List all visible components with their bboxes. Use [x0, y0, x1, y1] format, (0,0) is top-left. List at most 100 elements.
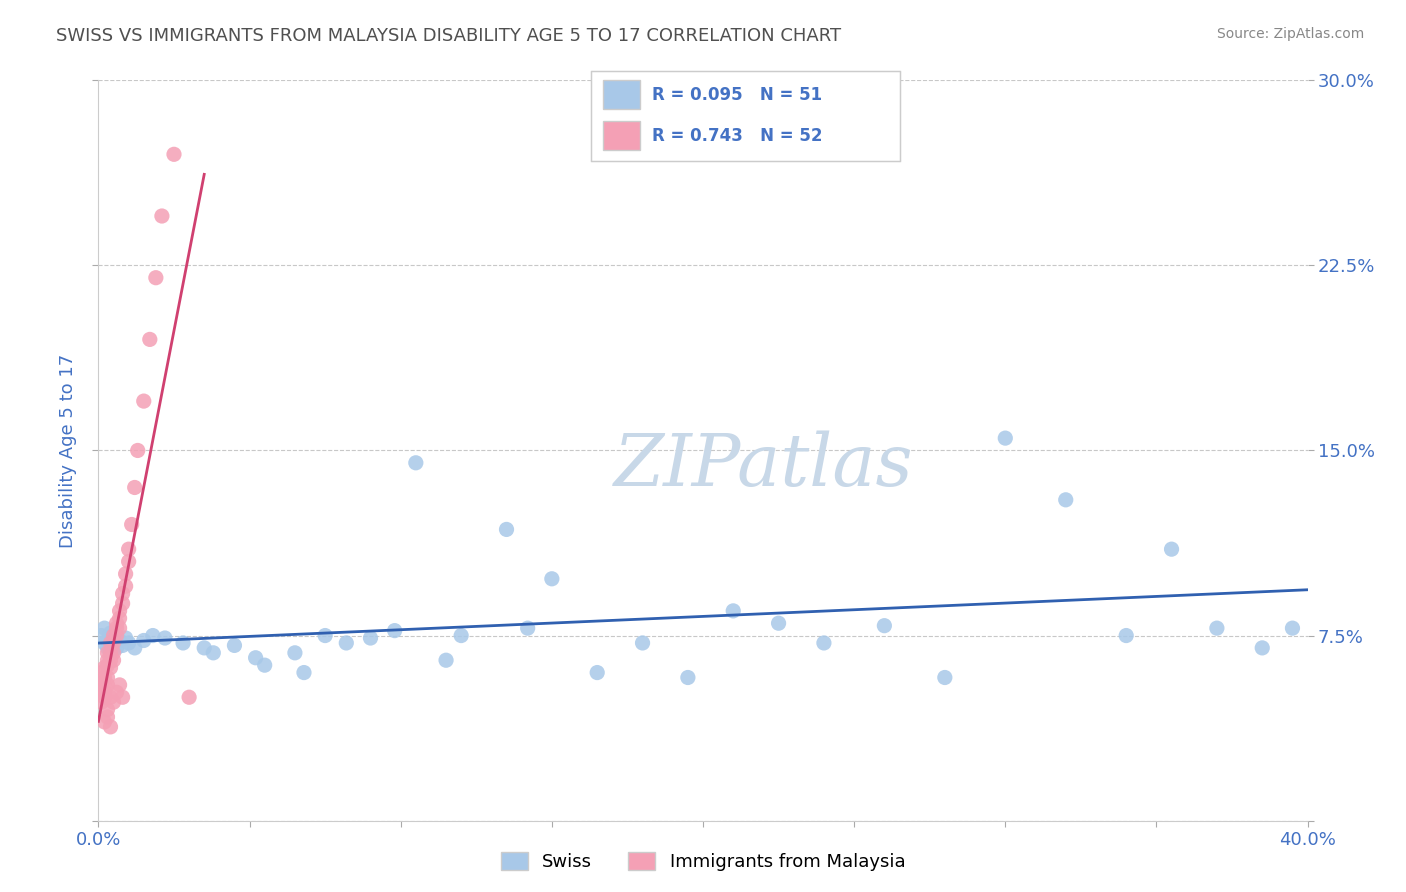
Point	[100, 636, 122, 650]
Point	[245, 650, 267, 665]
Point	[103, 636, 125, 650]
Point	[179, 690, 201, 705]
Point	[105, 628, 128, 642]
Point	[145, 270, 167, 285]
Point	[105, 621, 128, 635]
Point	[100, 653, 122, 667]
Point	[100, 720, 122, 734]
Point	[127, 443, 149, 458]
Point	[450, 628, 472, 642]
Point	[108, 633, 131, 648]
Point	[108, 611, 131, 625]
Point	[105, 640, 128, 655]
Point	[114, 579, 136, 593]
Point	[96, 678, 118, 692]
Point	[111, 639, 134, 653]
Point	[114, 631, 136, 645]
Point	[153, 631, 176, 645]
Point	[105, 685, 128, 699]
Point	[96, 703, 118, 717]
Text: Source: ZipAtlas.com: Source: ZipAtlas.com	[1216, 27, 1364, 41]
Point	[163, 147, 186, 161]
Point	[118, 555, 141, 569]
Point	[631, 636, 654, 650]
Point	[93, 636, 115, 650]
Point	[132, 633, 155, 648]
Point	[1206, 621, 1229, 635]
Point	[150, 209, 173, 223]
Point	[90, 678, 112, 692]
Point	[118, 542, 141, 557]
Point	[96, 640, 118, 655]
Point	[90, 628, 112, 642]
Point	[96, 633, 118, 648]
Point	[193, 640, 215, 655]
Point	[93, 714, 115, 729]
Point	[768, 616, 790, 631]
Point	[813, 636, 835, 650]
Point	[292, 665, 315, 680]
Point	[103, 695, 125, 709]
Point	[118, 636, 141, 650]
Point	[103, 628, 125, 642]
FancyBboxPatch shape	[603, 121, 640, 150]
Point	[434, 653, 457, 667]
Point	[90, 665, 112, 680]
Point	[93, 621, 115, 635]
Point	[495, 523, 517, 537]
Point	[90, 685, 112, 699]
Point	[114, 566, 136, 581]
Text: SWISS VS IMMIGRANTS FROM MALAYSIA DISABILITY AGE 5 TO 17 CORRELATION CHART: SWISS VS IMMIGRANTS FROM MALAYSIA DISABI…	[56, 27, 841, 45]
Point	[1251, 640, 1274, 655]
Point	[93, 660, 115, 674]
Point	[108, 678, 131, 692]
Point	[103, 636, 125, 650]
Point	[284, 646, 307, 660]
FancyBboxPatch shape	[603, 80, 640, 109]
Y-axis label: Disability Age 5 to 17: Disability Age 5 to 17	[59, 353, 77, 548]
Point	[253, 658, 276, 673]
Point	[139, 332, 162, 346]
Point	[96, 710, 118, 724]
Point	[103, 653, 125, 667]
Point	[360, 631, 382, 645]
Point	[124, 480, 146, 494]
Point	[93, 685, 115, 699]
Point	[1115, 628, 1137, 642]
Point	[103, 646, 125, 660]
Point	[105, 616, 128, 631]
Legend: Swiss, Immigrants from Malaysia: Swiss, Immigrants from Malaysia	[494, 845, 912, 879]
Point	[103, 628, 125, 642]
Point	[111, 586, 134, 600]
Point	[516, 621, 538, 635]
Point	[96, 653, 118, 667]
Text: ZIPatlas: ZIPatlas	[613, 430, 914, 500]
Point	[676, 671, 699, 685]
Text: R = 0.743   N = 52: R = 0.743 N = 52	[652, 127, 823, 145]
Point	[873, 618, 896, 632]
Point	[111, 597, 134, 611]
Point	[108, 604, 131, 618]
Point	[172, 636, 194, 650]
Point	[100, 660, 122, 674]
Point	[90, 695, 112, 709]
Point	[540, 572, 562, 586]
Point	[93, 671, 115, 685]
Point	[93, 690, 115, 705]
Point	[224, 639, 246, 653]
Point	[586, 665, 609, 680]
Point	[1281, 621, 1303, 635]
Point	[405, 456, 427, 470]
Point	[384, 624, 406, 638]
Point	[93, 678, 115, 692]
Point	[100, 646, 122, 660]
Point	[1160, 542, 1182, 557]
Point	[111, 690, 134, 705]
Point	[132, 394, 155, 409]
Point	[124, 640, 146, 655]
Point	[121, 517, 143, 532]
Point	[100, 646, 122, 660]
Point	[96, 646, 118, 660]
Text: R = 0.095   N = 51: R = 0.095 N = 51	[652, 86, 823, 103]
Point	[994, 431, 1017, 445]
